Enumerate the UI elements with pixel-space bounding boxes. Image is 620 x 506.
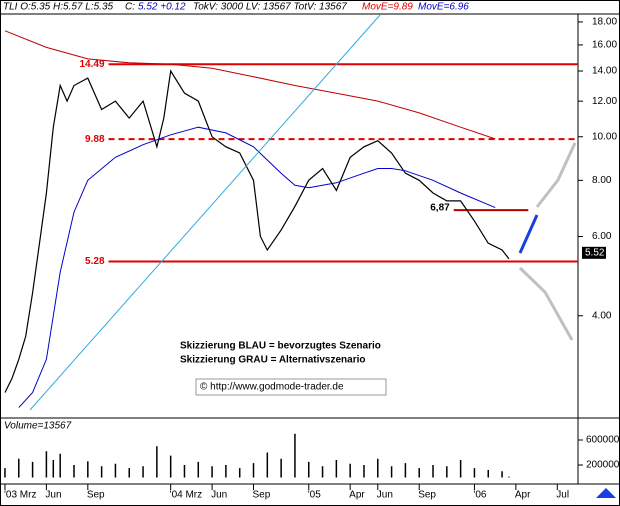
volume-title: Volume=13567 [4,421,72,432]
volume-bar [31,461,34,478]
volume-bar [197,461,200,478]
copyright-box [195,378,387,396]
volume-bar [321,466,324,478]
x-tick-label: Sep [87,490,105,501]
volume-bar [169,455,172,478]
y-tick-label: 4.00 [592,310,612,321]
volume-bar [100,466,103,478]
last-price-label: 5.52 [585,247,605,258]
volume-bar [404,463,407,478]
header-move-blue: MovE=6.96 [418,2,469,13]
level-label: 6,87 [430,203,450,214]
level-label: 14.49 [79,59,104,70]
volume-bar [59,453,61,478]
x-tick-label: Jun [211,490,227,501]
volume-bar [225,465,227,478]
header-move-red: MovE=9.89 [362,2,413,13]
price-line [18,126,496,408]
x-tick-label: Apr [349,490,365,501]
price-line [4,30,496,140]
scenario-gray-down [518,266,574,341]
copyright: © http://www.godmode-trader.de [200,382,344,393]
x-tick-label: Jun [45,490,61,501]
volume-bar [87,461,89,478]
volume-bar [294,433,296,478]
x-tick-label: Jul [556,490,569,501]
volume-bar [211,466,213,478]
y-tick-label: 10.00 [592,131,617,142]
volume-bar [252,463,255,478]
volume-bar [446,466,448,478]
level-label: 5.28 [85,256,105,267]
y-tick-label: 200000 [586,460,620,471]
last-price-box [582,246,606,259]
y-tick-label: 6.00 [592,231,612,242]
y-tick-label: 600000 [586,435,620,446]
logo [596,488,616,498]
volume-bar [307,461,310,478]
volume-bar [73,465,75,478]
x-tick-label: '05 [308,490,321,501]
volume-bar [508,476,510,478]
volume-bar [114,463,117,478]
x-tick-label: '03 Mrz [4,490,36,501]
x-tick-label: Apr [515,490,531,501]
volume-bar [266,452,269,478]
volume-bar [501,471,503,478]
volume-bar [418,468,420,478]
note-box [176,338,414,368]
volume-bar [238,468,241,478]
volume-bar [335,460,338,478]
scenario-blue [518,214,539,254]
volume-bar [52,460,55,478]
header-close-label: C: [125,2,135,13]
scenario-gray-up [535,142,577,208]
volume-bar [377,458,379,478]
volume-bar [390,466,393,478]
volume-bar [473,468,476,478]
volume-bar [363,465,365,478]
x-tick-label: Sep [253,490,271,501]
y-tick-label: 8.00 [592,175,612,186]
volume-bar [280,458,282,478]
volume-bar [183,465,186,478]
volume-bar [487,470,489,478]
note-line: Skizzierung BLAU = bevorzugtes Szenario [180,341,381,352]
volume-bar [349,463,351,478]
volume-bar [18,458,20,478]
header-close: 5.52 +0.12 [138,2,186,13]
volume-bar [45,451,48,478]
volume-bar [128,468,130,478]
note-line: Skizzierung GRAU = Alternativszenario [180,355,366,366]
y-tick-label: 18.00 [592,17,617,28]
volume-bar [432,465,434,478]
y-tick-label: 16.00 [592,40,617,51]
header-volumes: TokV: 3000 LV: 13567 TotV: 13567 [193,2,347,13]
volume-bar [459,460,462,478]
level-label: 9.88 [85,134,105,145]
header-ohl: TLI O:5.35 H:5.57 L:5.35 [3,2,114,13]
volume-bar [4,468,6,478]
x-tick-label: Jun [377,490,393,501]
x-tick-label: '04 Mrz [170,490,202,501]
price-line [4,69,510,393]
volume-bar [156,446,158,478]
volume-bar [142,466,144,478]
trend-line [29,14,381,411]
y-tick-label: 12.00 [592,96,617,107]
x-tick-label: Sep [418,490,436,501]
x-tick-label: '06 [473,490,486,501]
y-tick-label: 14.00 [592,66,617,77]
